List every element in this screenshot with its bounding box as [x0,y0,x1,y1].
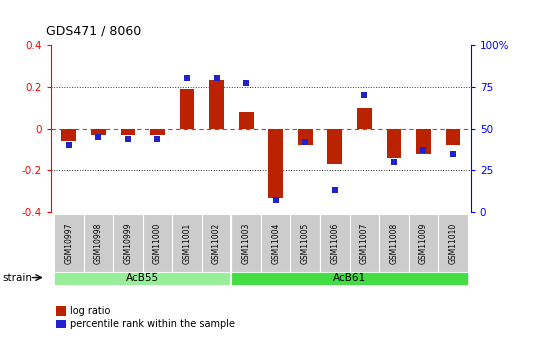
Bar [113,214,143,272]
Point [301,139,309,145]
Bar [239,112,253,128]
Text: GSM11000: GSM11000 [153,222,162,264]
Point [330,188,339,193]
Bar [320,214,350,272]
Bar [202,214,231,272]
Text: percentile rank within the sample: percentile rank within the sample [70,319,235,329]
Text: GDS471 / 8060: GDS471 / 8060 [46,25,141,38]
Bar [438,214,468,272]
Text: AcB61: AcB61 [333,273,366,283]
Bar [54,272,231,285]
Text: GSM11008: GSM11008 [390,222,399,264]
Bar [261,214,291,272]
Text: GSM10999: GSM10999 [123,222,132,264]
Bar [209,80,224,128]
Bar [416,128,431,154]
Bar [231,272,468,285]
Point [183,76,192,81]
Bar [180,89,194,128]
Point [390,159,398,165]
Text: strain: strain [3,273,33,283]
Bar [150,128,165,135]
Bar [291,214,320,272]
Bar [298,128,313,145]
Point [419,148,428,153]
Text: AcB55: AcB55 [126,273,159,283]
Bar [54,214,83,272]
Point [360,92,369,98]
Bar [386,128,401,158]
Bar [143,214,172,272]
Bar [268,128,283,198]
Bar [379,214,409,272]
Point [213,76,221,81]
Point [94,134,103,140]
Bar [409,214,438,272]
Text: GSM11009: GSM11009 [419,222,428,264]
Bar [121,128,136,135]
Bar [172,214,202,272]
Text: GSM11004: GSM11004 [271,222,280,264]
Text: GSM11010: GSM11010 [449,222,457,264]
Text: GSM11006: GSM11006 [330,222,339,264]
Point [124,136,132,141]
Bar [445,128,461,145]
Text: GSM10998: GSM10998 [94,222,103,264]
Bar [83,214,113,272]
Point [65,142,73,148]
Text: GSM11007: GSM11007 [360,222,369,264]
Point [271,198,280,203]
Text: log ratio: log ratio [70,306,110,316]
Text: GSM11003: GSM11003 [242,222,251,264]
Text: GSM10997: GSM10997 [65,222,73,264]
Text: GSM11002: GSM11002 [212,222,221,264]
Bar [231,214,261,272]
Bar [357,108,372,128]
Bar [350,214,379,272]
Point [449,151,457,156]
Bar [328,128,342,164]
Bar [61,128,76,141]
Bar [91,128,106,135]
Point [242,81,251,86]
Point [153,136,162,141]
Text: GSM11001: GSM11001 [182,222,192,264]
Text: GSM11005: GSM11005 [301,222,310,264]
